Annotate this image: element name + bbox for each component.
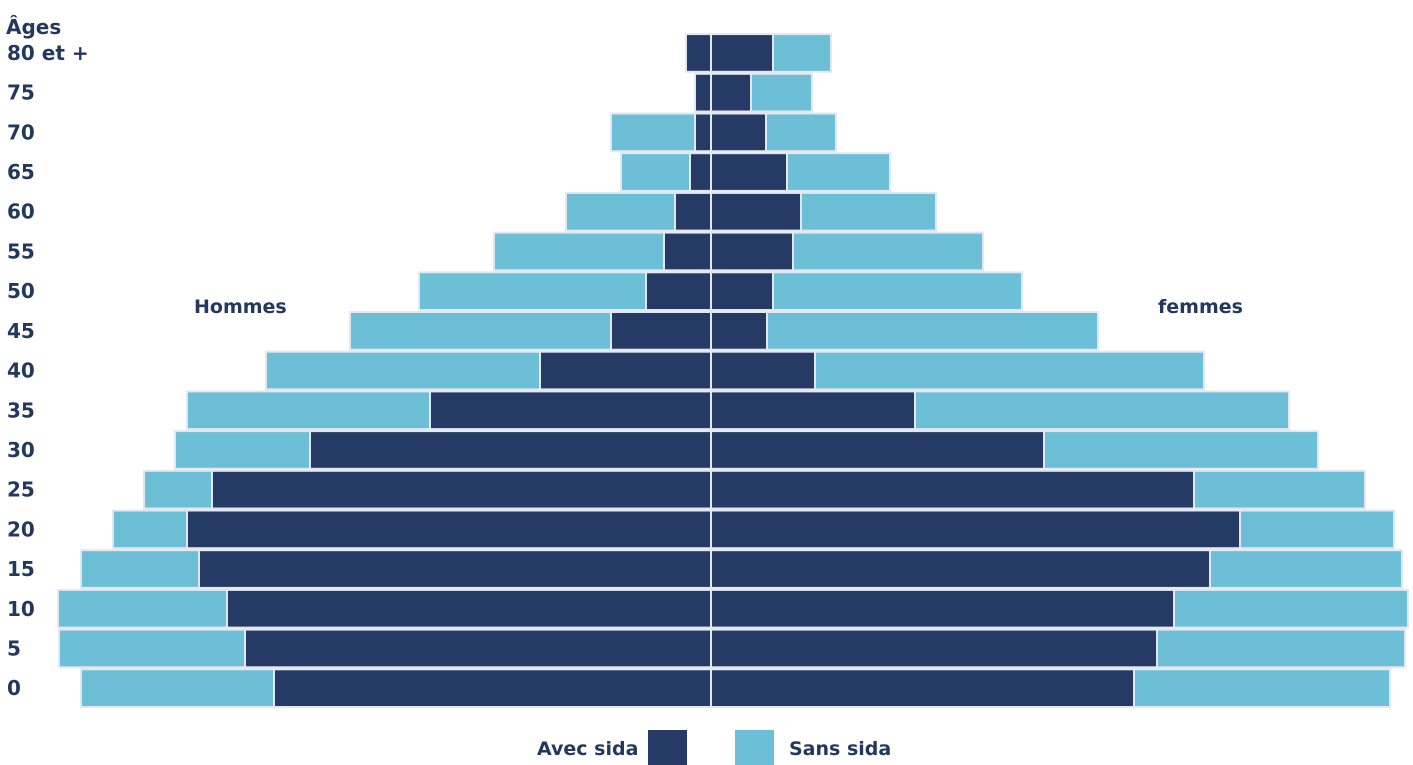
legend-with-swatch bbox=[648, 730, 687, 765]
bar-femmes-avec-sida-15 bbox=[710, 72, 752, 113]
bar-femmes-sans-sida-2 bbox=[1173, 588, 1409, 629]
bar-hommes-sans-sida-4 bbox=[112, 509, 188, 550]
bar-femmes-sans-sida-15 bbox=[750, 72, 813, 113]
bar-hommes-avec-sida-11 bbox=[663, 231, 712, 272]
bar-hommes-avec-sida-5 bbox=[211, 469, 712, 510]
bar-hommes-avec-sida-2 bbox=[226, 588, 712, 629]
bar-femmes-sans-sida-1 bbox=[1156, 628, 1406, 669]
bar-femmes-avec-sida-8 bbox=[710, 350, 816, 391]
age-tick-5: 25 bbox=[7, 478, 35, 502]
legend: Avec sida Sans sida bbox=[537, 730, 891, 765]
bar-femmes-sans-sida-5 bbox=[1193, 469, 1366, 510]
bar-femmes-sans-sida-4 bbox=[1239, 509, 1395, 550]
bar-femmes-avec-sida-9 bbox=[710, 311, 768, 351]
bar-femmes-avec-sida-5 bbox=[710, 469, 1195, 510]
bar-femmes-avec-sida-14 bbox=[710, 112, 767, 153]
bar-hommes-sans-sida-6 bbox=[174, 430, 311, 470]
bar-femmes-sans-sida-6 bbox=[1043, 430, 1319, 470]
femmes-label: femmes bbox=[1158, 296, 1243, 318]
bar-hommes-sans-sida-9 bbox=[349, 311, 612, 351]
age-tick-8: 40 bbox=[7, 359, 35, 383]
bar-femmes-avec-sida-11 bbox=[710, 231, 794, 272]
bar-hommes-avec-sida-7 bbox=[429, 390, 712, 431]
bar-femmes-avec-sida-4 bbox=[710, 509, 1241, 550]
legend-with-label: Avec sida bbox=[537, 738, 638, 760]
bar-femmes-avec-sida-2 bbox=[710, 588, 1175, 629]
bar-hommes-avec-sida-0 bbox=[273, 668, 712, 708]
bar-hommes-sans-sida-11 bbox=[493, 231, 665, 272]
age-tick-14: 70 bbox=[7, 120, 35, 144]
bar-femmes-avec-sida-7 bbox=[710, 390, 916, 431]
bar-hommes-sans-sida-13 bbox=[620, 152, 691, 192]
bar-femmes-avec-sida-6 bbox=[710, 430, 1045, 470]
age-tick-13: 65 bbox=[7, 160, 35, 184]
bar-femmes-sans-sida-13 bbox=[786, 152, 891, 192]
bar-hommes-avec-sida-14 bbox=[694, 112, 712, 153]
bar-femmes-sans-sida-14 bbox=[765, 112, 837, 153]
bar-hommes-avec-sida-4 bbox=[186, 509, 712, 550]
age-tick-12: 60 bbox=[7, 200, 35, 224]
bar-hommes-avec-sida-12 bbox=[674, 191, 712, 232]
bar-hommes-sans-sida-10 bbox=[418, 271, 647, 311]
bar-hommes-sans-sida-1 bbox=[58, 628, 246, 669]
bar-femmes-sans-sida-7 bbox=[914, 390, 1290, 431]
bar-femmes-avec-sida-12 bbox=[710, 191, 802, 232]
pyramid-bars bbox=[57, 33, 1409, 708]
age-tick-10: 50 bbox=[7, 279, 35, 303]
bar-hommes-avec-sida-3 bbox=[198, 549, 712, 589]
bar-femmes-sans-sida-10 bbox=[772, 271, 1023, 311]
bar-hommes-sans-sida-12 bbox=[565, 191, 676, 232]
bar-hommes-avec-sida-6 bbox=[309, 430, 712, 470]
bar-hommes-sans-sida-5 bbox=[143, 469, 213, 510]
age-tick-9: 45 bbox=[7, 319, 35, 343]
bar-hommes-sans-sida-8 bbox=[265, 350, 541, 391]
bar-femmes-avec-sida-16 bbox=[710, 33, 774, 73]
bar-femmes-sans-sida-11 bbox=[792, 231, 984, 272]
bar-hommes-avec-sida-10 bbox=[645, 271, 712, 311]
age-tick-11: 55 bbox=[7, 239, 35, 263]
bar-femmes-avec-sida-10 bbox=[710, 271, 774, 311]
age-tick-4: 20 bbox=[7, 517, 35, 541]
bar-hommes-sans-sida-2 bbox=[57, 588, 228, 629]
hommes-label: Hommes bbox=[194, 296, 287, 318]
age-tick-1: 5 bbox=[7, 637, 21, 661]
bar-femmes-avec-sida-1 bbox=[710, 628, 1158, 669]
age-tick-16: 80 et + bbox=[7, 41, 89, 65]
y-axis-title: Âges bbox=[6, 15, 61, 39]
age-tick-labels: 0 5 10 15 20 25 30 35 40 45 50 55 60 65 70 75 80 et + bbox=[7, 41, 89, 700]
bar-femmes-sans-sida-3 bbox=[1209, 549, 1403, 589]
bar-hommes-avec-sida-8 bbox=[539, 350, 712, 391]
bar-femmes-avec-sida-13 bbox=[710, 152, 788, 192]
bar-hommes-avec-sida-13 bbox=[689, 152, 712, 192]
age-tick-7: 35 bbox=[7, 398, 35, 422]
bar-femmes-sans-sida-0 bbox=[1133, 668, 1391, 708]
age-tick-6: 30 bbox=[7, 438, 35, 462]
bar-femmes-sans-sida-16 bbox=[772, 33, 832, 73]
bar-hommes-sans-sida-3 bbox=[80, 549, 200, 589]
age-tick-0: 0 bbox=[7, 676, 21, 700]
bar-hommes-sans-sida-14 bbox=[610, 112, 696, 153]
legend-without-label: Sans sida bbox=[789, 738, 891, 760]
bar-femmes-sans-sida-9 bbox=[766, 311, 1099, 351]
bar-hommes-avec-sida-15 bbox=[694, 72, 712, 113]
bar-femmes-avec-sida-0 bbox=[710, 668, 1135, 708]
age-tick-2: 10 bbox=[7, 597, 35, 621]
bar-femmes-avec-sida-3 bbox=[710, 549, 1211, 589]
bar-hommes-avec-sida-16 bbox=[685, 33, 712, 73]
bar-hommes-sans-sida-0 bbox=[80, 668, 275, 708]
bar-femmes-sans-sida-8 bbox=[814, 350, 1205, 391]
age-tick-3: 15 bbox=[7, 557, 35, 581]
bar-femmes-sans-sida-12 bbox=[800, 191, 937, 232]
legend-without-swatch bbox=[735, 730, 774, 765]
age-tick-15: 75 bbox=[7, 81, 35, 105]
bar-hommes-avec-sida-1 bbox=[244, 628, 712, 669]
bar-hommes-avec-sida-9 bbox=[610, 311, 712, 351]
bar-hommes-sans-sida-7 bbox=[186, 390, 431, 431]
